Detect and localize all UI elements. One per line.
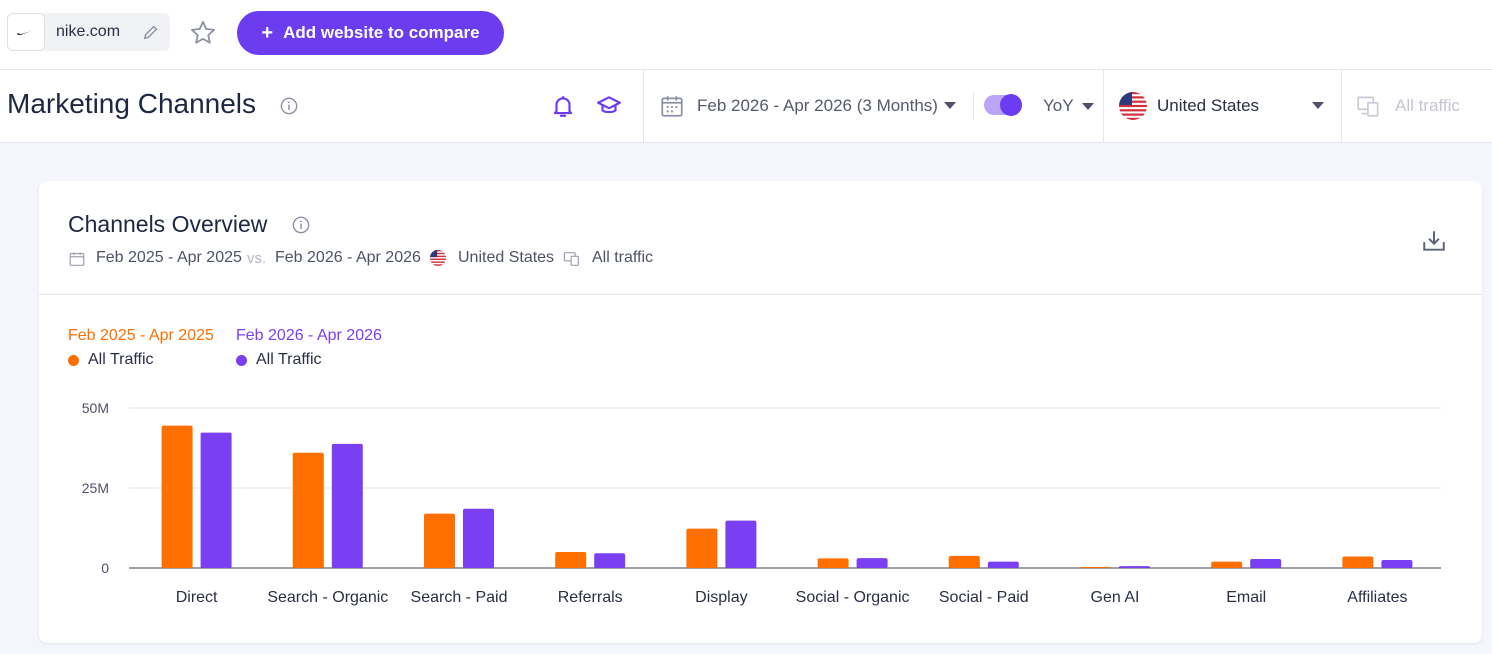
bar [856,558,888,568]
us-flag-icon [429,249,447,267]
bar [1342,556,1374,568]
add-website-button[interactable]: + Add website to compare [237,11,504,55]
bar [200,432,232,568]
y-tick-label: 0 [101,560,109,576]
site-chip[interactable]: nike.com [7,13,170,51]
bar [1211,561,1243,568]
x-tick-label: Email [1226,589,1266,606]
country-selector[interactable]: United States [1157,96,1260,115]
bar [948,555,980,568]
x-tick-label: Gen AI [1091,589,1140,606]
traffic-selector: All traffic [1395,96,1460,115]
divider [1103,70,1104,143]
traffic-label: All traffic [592,249,654,266]
x-tick-label: Referrals [558,589,623,606]
x-tick-label: Social - Organic [796,589,910,606]
x-tick-label: Social - Paid [939,589,1029,606]
edit-pencil-icon[interactable] [142,23,160,41]
page-header: Marketing Channels Feb 2026 - Apr 2026 (… [0,70,1492,143]
calendar-icon[interactable] [659,93,685,119]
yoy-toggle[interactable] [984,94,1022,116]
period-a-label: Feb 2025 - Apr 2025 [96,249,242,266]
graduation-cap-icon[interactable] [596,93,622,119]
date-range-selector[interactable]: Feb 2026 - Apr 2026 (3 Months) [697,96,938,115]
info-icon[interactable] [292,216,310,234]
legend-label: All Traffic [88,351,154,368]
divider [643,70,644,143]
card-title: Channels Overview [68,211,268,237]
x-tick-label: Display [695,589,747,606]
bar [292,452,324,568]
legend-item-b[interactable]: All Traffic [236,351,322,369]
bar [424,513,455,568]
bar-chart: 50M 25M 0 Direct Search - Organic Search - Pa… [82,400,1441,606]
devices-icon [1357,96,1379,117]
chevron-down-icon[interactable] [944,102,956,109]
divider [1341,70,1342,143]
bar [463,508,494,568]
devices-icon [563,252,579,266]
divider [973,92,974,120]
bar [1119,566,1150,568]
download-icon[interactable] [1421,228,1447,254]
bar [331,443,363,568]
info-icon[interactable] [280,97,298,115]
bar [594,553,626,568]
nike-logo [7,13,45,51]
bar [1250,559,1282,568]
bell-icon[interactable] [550,93,576,119]
bar [555,552,587,568]
chevron-down-icon[interactable] [1312,102,1324,109]
star-icon[interactable] [189,19,217,47]
legend-dot [236,354,247,366]
plus-icon: + [261,22,274,44]
x-tick-label: Search - Paid [411,589,508,606]
page-title: Marketing Channels [7,88,257,119]
bar [1080,567,1111,569]
bar [686,528,718,568]
card-divider [39,294,1482,295]
x-tick-label: Affiliates [1347,589,1407,606]
bar [1381,560,1413,568]
bar [725,520,757,568]
comparison-selector[interactable]: YoY [1043,96,1074,115]
add-website-label: Add website to compare [283,23,480,42]
vs-label: vs. [247,250,267,267]
legend-dot [68,354,79,366]
country-label: United States [458,249,555,266]
legend-item-a[interactable]: All Traffic [68,351,154,369]
site-name: nike.com [56,23,121,40]
y-tick-label: 50M [82,400,109,416]
top-bar: nike.com + Add website to compare [0,0,1492,70]
channels-overview-card: Channels Overview Feb 2025 - Apr 2025 vs… [39,181,1482,643]
us-flag-icon [1119,92,1147,120]
calendar-icon [69,252,85,266]
legend-period-a: Feb 2025 - Apr 2025 [68,327,214,344]
legend-period-b: Feb 2026 - Apr 2026 [236,327,382,344]
bar [987,561,1019,568]
y-tick-label: 25M [82,480,109,496]
x-tick-label: Direct [176,589,218,606]
period-b-label: Feb 2026 - Apr 2026 [275,249,421,266]
x-tick-label: Search - Organic [267,589,388,606]
chevron-down-icon[interactable] [1082,103,1094,110]
legend-label: All Traffic [256,351,322,368]
bar [161,425,193,568]
bar [817,558,849,568]
toggle-knob [1000,94,1022,116]
